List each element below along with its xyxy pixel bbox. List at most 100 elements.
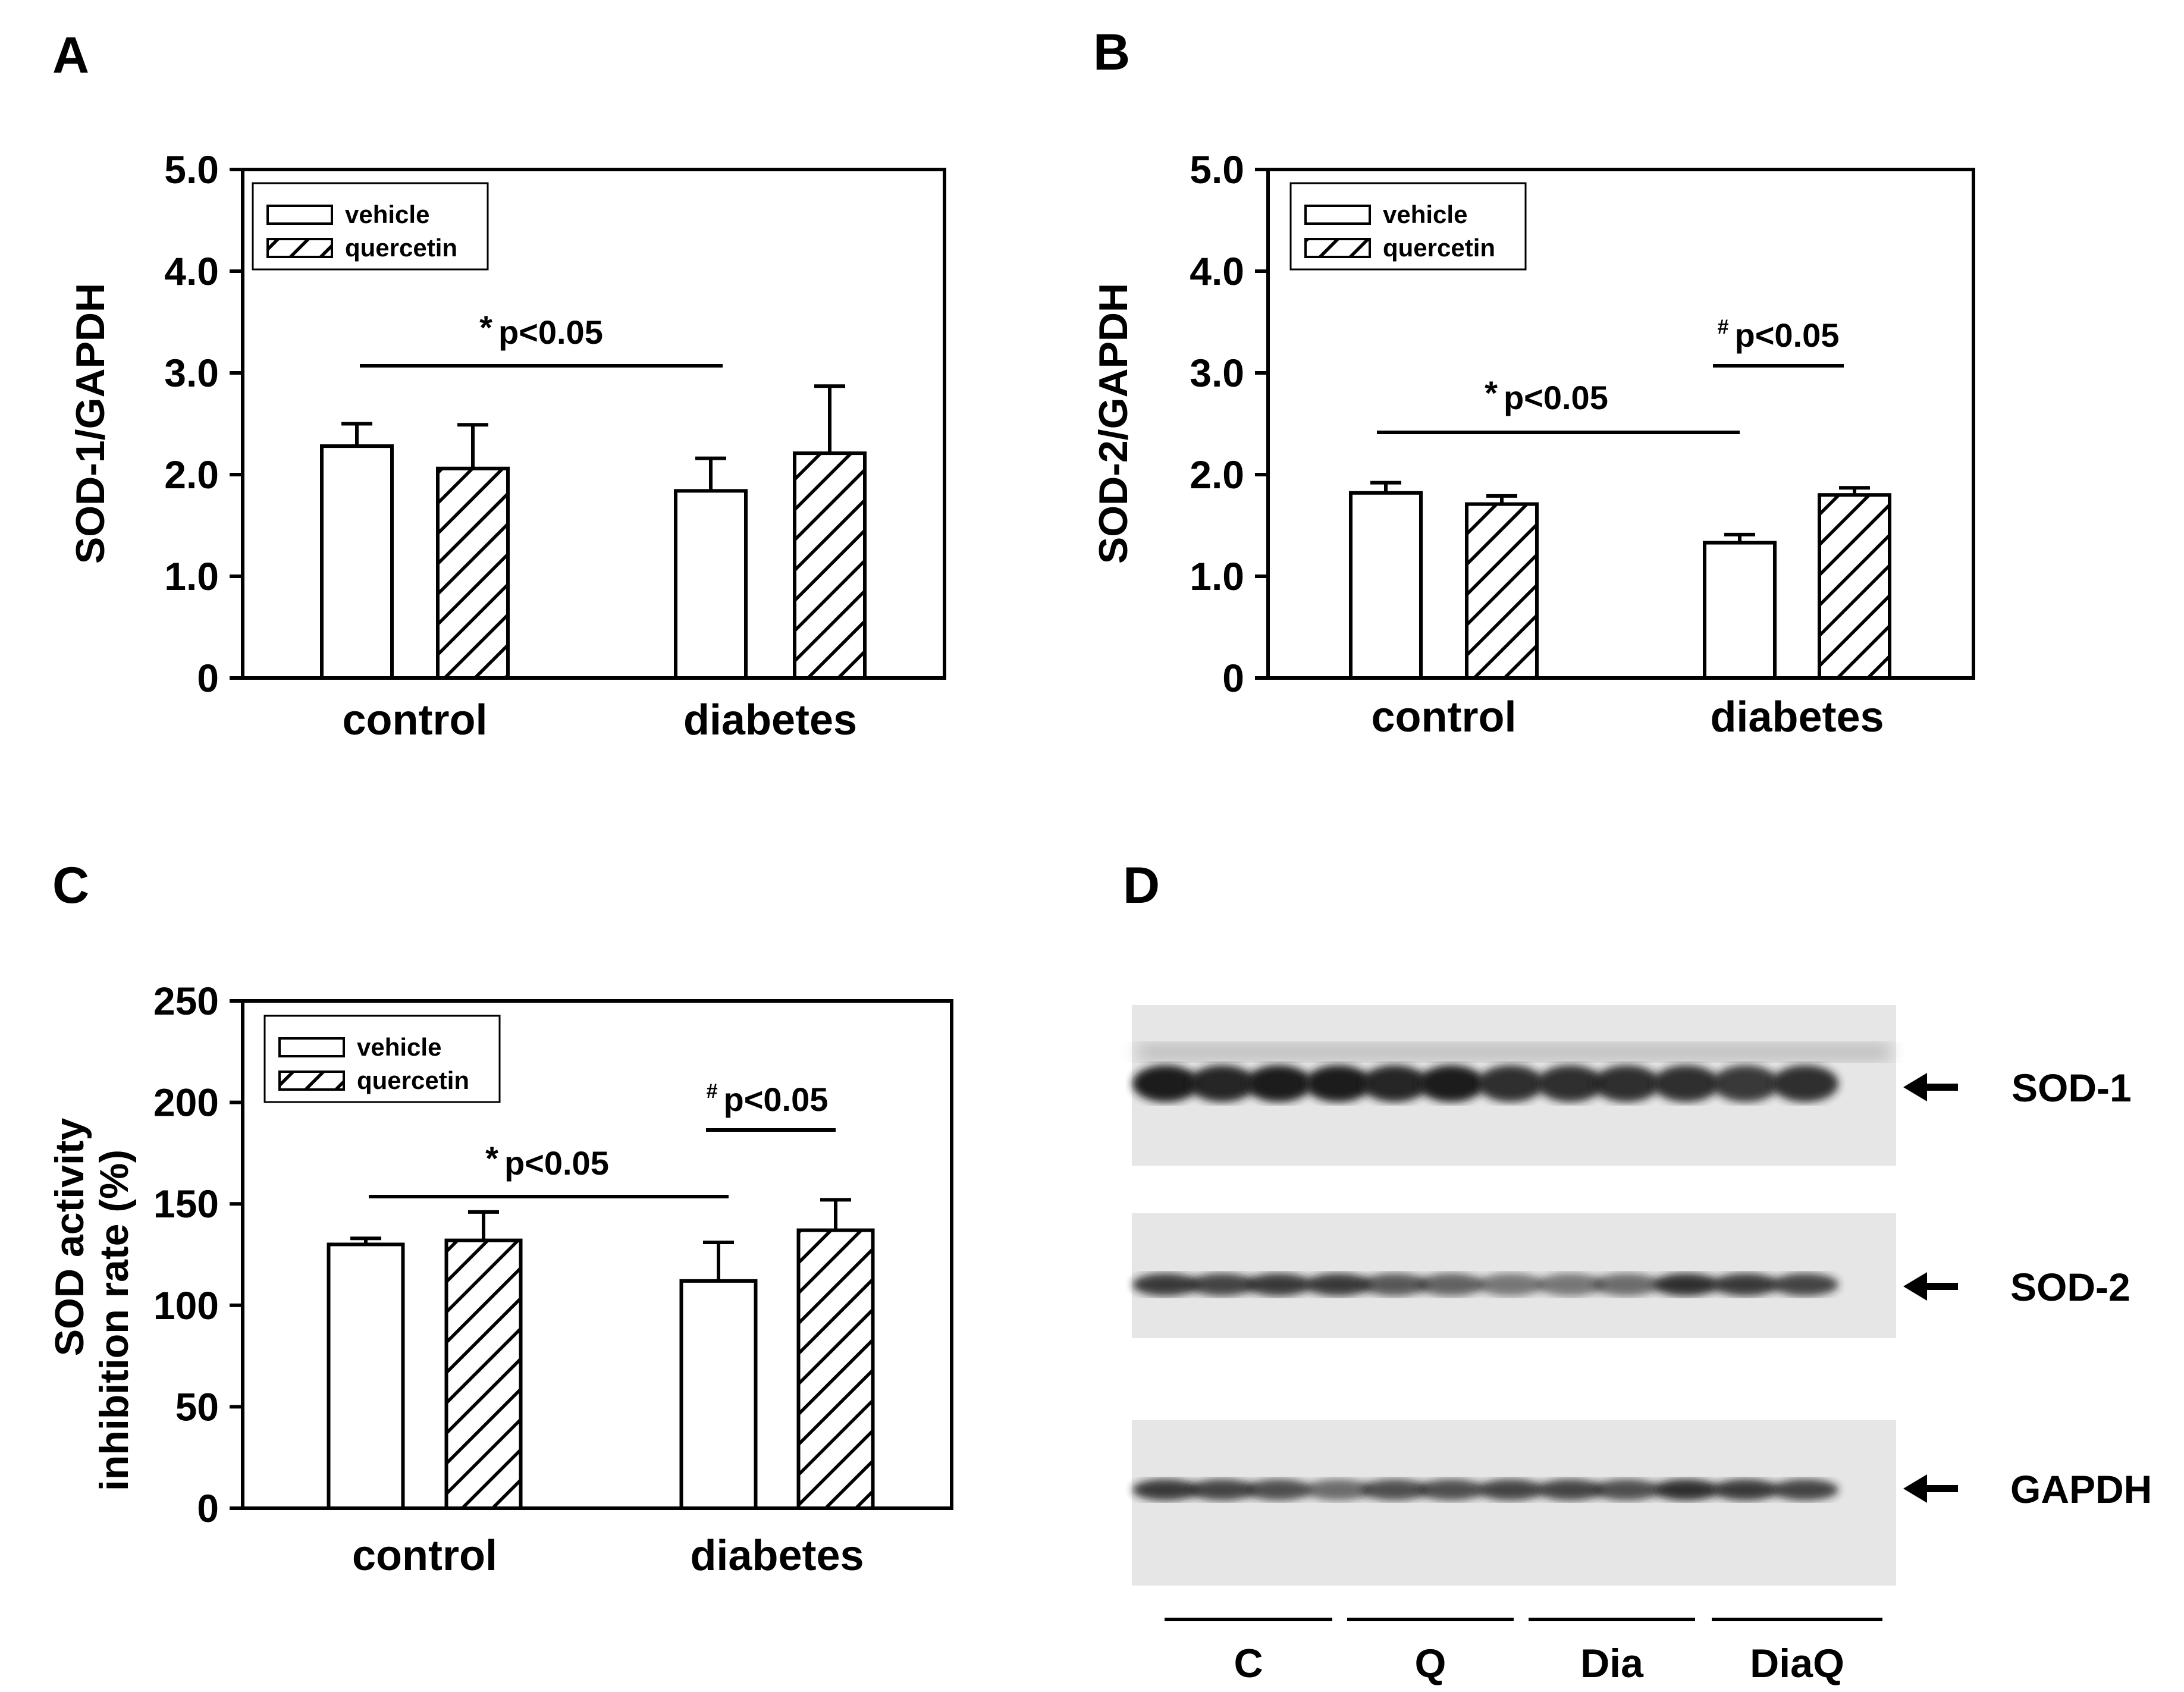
plot-frame — [241, 999, 953, 1510]
significance-annotation: # p<0.05 — [706, 1080, 836, 1132]
category-label: diabetes — [690, 1532, 864, 1580]
blot-band — [1712, 1479, 1779, 1500]
blot-band — [1132, 1479, 1199, 1500]
y-axis-label-line: SOD activity — [47, 1118, 92, 1357]
bar-vehicle-diabetes — [1703, 541, 1777, 680]
blot-band — [1245, 1479, 1312, 1500]
legend-label-vehicle: vehicle — [1383, 200, 1467, 228]
significance-annotation: # p<0.05 — [1713, 316, 1844, 368]
bar-quercetin-diabetes — [793, 451, 867, 680]
legend-label-vehicle: vehicle — [345, 200, 429, 228]
y-tick-label: 1.0 — [164, 554, 219, 598]
y-tick-label: 150 — [153, 1182, 219, 1226]
y-tick-label: 0 — [1222, 656, 1244, 700]
blot-band — [1772, 1479, 1838, 1500]
significance-pvalue: p<0.05 — [1504, 379, 1608, 416]
blot-band — [1189, 1479, 1256, 1500]
blot-band — [1653, 1479, 1719, 1500]
legend: vehicle quercetin — [252, 182, 489, 271]
blot-band — [1477, 1273, 1544, 1296]
y-axis-label-line: inhibition rate (%) — [92, 1150, 137, 1491]
y-tick-label: 3.0 — [164, 351, 219, 395]
blot-band — [1361, 1065, 1428, 1102]
panel-label-a: A — [52, 27, 89, 84]
blot-band — [1477, 1479, 1544, 1500]
y-tick-label: 5.0 — [164, 147, 219, 192]
arrow-head — [1903, 1272, 1927, 1301]
panel-label-b: B — [1093, 24, 1130, 81]
western-blot: SOD-1 SOD-2 GAPDH C Q Dia DiaQ — [1132, 1005, 2152, 1686]
protein-label: SOD-2 — [2010, 1265, 2130, 1309]
lane-label: C — [1234, 1641, 1263, 1686]
y-axis-label: SOD-1/GAPDH — [68, 283, 113, 564]
significance-pvalue: p<0.05 — [504, 1144, 609, 1182]
blot-band — [1653, 1065, 1719, 1102]
legend-label-quercetin: quercetin — [357, 1066, 469, 1094]
blot-band — [1418, 1065, 1485, 1102]
legend: vehicle quercetin — [1289, 182, 1527, 271]
blot-band — [1477, 1065, 1544, 1102]
blot-band — [1245, 1273, 1312, 1296]
y-tick-label: 1.0 — [1190, 554, 1244, 598]
blot-band — [1132, 1065, 1199, 1102]
blot-band — [1418, 1273, 1485, 1296]
legend-swatch-quercetin — [278, 1071, 345, 1091]
significance-annotation: * p<0.05 — [369, 1139, 729, 1198]
arrow-icon — [1903, 1474, 1958, 1503]
blot-band — [1361, 1273, 1428, 1296]
significance-text: # p<0.05 — [1718, 316, 1840, 354]
bar-quercetin-control — [436, 466, 510, 680]
y-tick-label: 4.0 — [1190, 249, 1244, 293]
significance-annotation: * p<0.05 — [1377, 374, 1740, 434]
chart-sod2: 0 1.0 2.0 3.0 4.0 5.0 control diabetes vehicle qu… — [1091, 147, 1975, 741]
category-label: control — [343, 696, 488, 744]
blot-membrane — [1132, 1420, 1896, 1586]
bar-vehicle-control — [1349, 491, 1423, 680]
blot-band — [1712, 1273, 1779, 1296]
bar-vehicle-control — [320, 444, 394, 680]
blot-strip-sod-1: SOD-1 — [1132, 1005, 2132, 1166]
blot-band — [1245, 1065, 1312, 1102]
y-tick-label: 4.0 — [164, 249, 219, 293]
plot-frame — [1266, 168, 1975, 680]
legend-swatch-quercetin — [1304, 238, 1371, 258]
arrow-head — [1903, 1073, 1927, 1101]
legend-swatch-vehicle — [278, 1037, 345, 1057]
blot-band — [1537, 1273, 1604, 1296]
significance-symbol: # — [1718, 316, 1729, 338]
legend-label-quercetin: quercetin — [1383, 234, 1495, 262]
blot-band — [1189, 1065, 1256, 1102]
category-label: diabetes — [1710, 693, 1884, 741]
protein-label: SOD-1 — [2012, 1066, 2132, 1110]
blot-band — [1712, 1065, 1779, 1102]
chart-sod1: 0 1.0 2.0 3.0 4.0 5.0 control diabetes vehicle qu… — [68, 147, 946, 744]
blot-band — [1593, 1065, 1660, 1102]
arrow-head — [1903, 1474, 1927, 1503]
bar-quercetin-control — [1465, 502, 1539, 680]
category-label: control — [352, 1532, 497, 1580]
blot-band — [1361, 1479, 1428, 1500]
significance-annotation: * p<0.05 — [360, 309, 723, 368]
bar-quercetin-diabetes — [796, 1228, 875, 1510]
significance-symbol: * — [1485, 374, 1498, 412]
bar-quercetin-diabetes — [1818, 493, 1891, 680]
significance-text: # p<0.05 — [707, 1080, 829, 1118]
legend: vehicle quercetin — [263, 1015, 501, 1103]
panel-label-c: C — [52, 857, 89, 914]
significance-pvalue: p<0.05 — [498, 313, 603, 351]
blot-band — [1305, 1065, 1372, 1102]
protein-label: GAPDH — [2010, 1467, 2152, 1511]
blot-band — [1772, 1065, 1838, 1102]
bar-quercetin-control — [444, 1238, 523, 1510]
panel-label-d: D — [1123, 857, 1160, 914]
legend-label-quercetin: quercetin — [345, 234, 457, 262]
blot-band — [1593, 1479, 1660, 1500]
blot-band — [1653, 1273, 1719, 1296]
significance-text: * p<0.05 — [485, 1139, 609, 1182]
legend-swatch-vehicle — [1304, 205, 1371, 225]
significance-pvalue: p<0.05 — [1735, 316, 1840, 354]
lane-label: Dia — [1580, 1641, 1644, 1686]
y-tick-label: 0 — [197, 656, 219, 700]
y-axis-label: SOD-2/GAPDH — [1091, 283, 1136, 564]
